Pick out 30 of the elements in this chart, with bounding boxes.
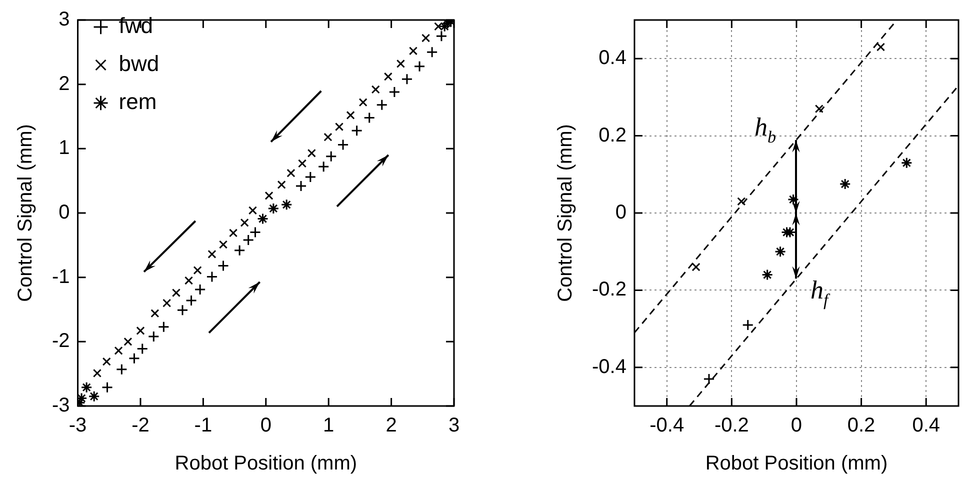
y-tick-label: 0 (58, 202, 70, 224)
x-tick-label: -1 (194, 414, 212, 437)
y-tick-label: -1 (52, 266, 70, 288)
y-tick-label: 2 (58, 72, 70, 95)
x-axis-title: Robot Position (mm) (174, 452, 358, 475)
x-tick-label: 0 (260, 414, 272, 437)
x-tick-label: 2 (386, 414, 397, 437)
x-tick-label: -0.2 (714, 414, 749, 437)
x-tick-label: 0.2 (847, 414, 876, 437)
x-tick-label: -2 (132, 414, 150, 437)
y-tick-label: -0.4 (592, 356, 626, 378)
y-tick-label: -2 (52, 330, 70, 352)
y-tick-label: 0 (615, 202, 626, 224)
x-axis-title: Robot Position (mm) (705, 452, 888, 475)
y-tick-label: 1 (58, 137, 70, 160)
x-tick-label: 0.4 (912, 414, 940, 437)
x-tick-label: 3 (448, 414, 460, 437)
x-tick-label: 1 (323, 414, 334, 437)
y-tick-label: -3 (52, 394, 70, 417)
y-tick-label: 0.4 (598, 47, 626, 70)
legend-label: rem (118, 89, 157, 114)
legend-label: fwd (118, 13, 154, 38)
y-tick-label: -0.2 (592, 278, 626, 301)
legend-label: bwd (118, 51, 160, 76)
y-axis-title: Control Signal (mm) (14, 124, 37, 302)
y-tick-label: 3 (58, 8, 70, 31)
y-tick-label: 0.2 (598, 124, 626, 146)
x-tick-label: -0.4 (650, 414, 684, 437)
x-tick-label: 0 (790, 414, 802, 437)
y-axis-title: Control Signal (mm) (554, 124, 577, 302)
